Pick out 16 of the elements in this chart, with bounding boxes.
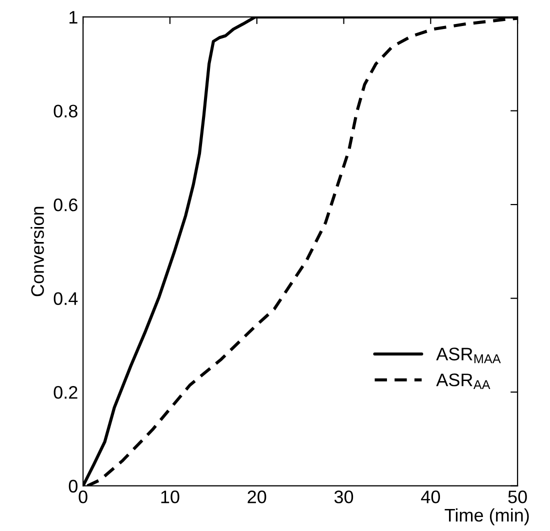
- x-axis-title: Time (min): [444, 508, 529, 526]
- y-tick-label: 0: [68, 480, 78, 493]
- x-tick-label: 50: [508, 490, 527, 504]
- y-axis-title: Conversion: [30, 206, 44, 296]
- x-tick-label: 40: [421, 490, 440, 504]
- y-tick-label: 0.4: [54, 292, 78, 306]
- y-tick-label: 0.6: [54, 198, 78, 212]
- x-tick-label: 10: [161, 490, 180, 504]
- x-tick-label: 0: [78, 490, 88, 504]
- y-tick-label: 1: [70, 11, 78, 24]
- y-tick-label: 0.2: [54, 386, 78, 399]
- x-tick-label: 20: [248, 490, 266, 504]
- x-tick-label: 30: [334, 490, 354, 504]
- legend-label: ASR$_{MAA}$: [436, 348, 501, 364]
- legend-label: ASR$_{AA}$: [436, 374, 490, 389]
- y-tick-label: 0.8: [54, 104, 78, 118]
